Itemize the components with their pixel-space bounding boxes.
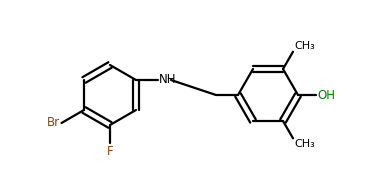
Text: CH₃: CH₃ (294, 139, 315, 149)
Text: OH: OH (317, 88, 335, 102)
Text: F: F (107, 145, 113, 158)
Text: Br: Br (46, 117, 60, 130)
Text: NH: NH (159, 73, 176, 85)
Text: CH₃: CH₃ (294, 41, 315, 51)
